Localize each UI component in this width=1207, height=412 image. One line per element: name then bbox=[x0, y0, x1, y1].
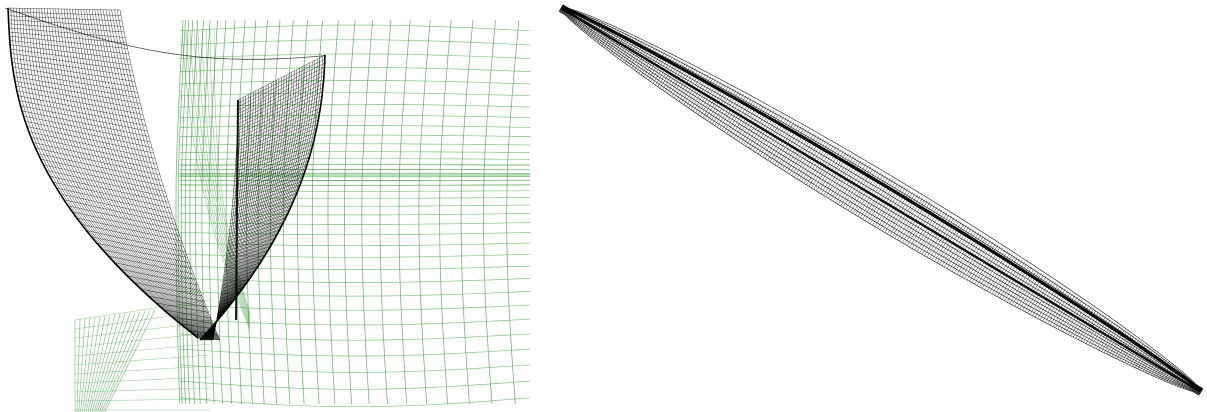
left-mesh-panel bbox=[0, 0, 530, 412]
hull-left-surface-mesh bbox=[7, 7, 221, 341]
elongated-hull-mesh-figure bbox=[558, 4, 1204, 396]
hull-right-surface-mesh bbox=[4, 7, 326, 341]
long-hull-surface-mesh bbox=[558, 4, 1204, 396]
background-green-grid bbox=[74, 19, 530, 412]
right-mesh-panel bbox=[556, 0, 1207, 412]
hull-section-mesh-figure bbox=[4, 7, 530, 412]
